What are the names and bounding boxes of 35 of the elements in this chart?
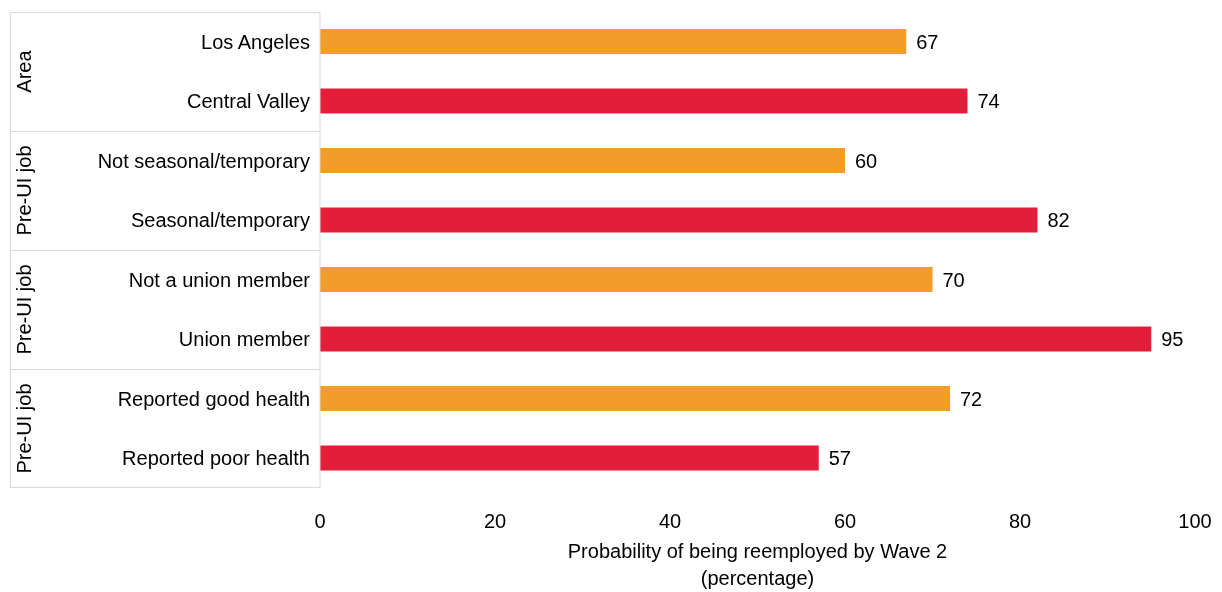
data-label: 70	[942, 268, 965, 291]
y-tick-label: Los Angeles	[201, 30, 310, 53]
bar	[320, 326, 1152, 352]
x-tick-label: 60	[833, 510, 857, 533]
data-label: 67	[916, 30, 939, 53]
bar	[320, 445, 819, 471]
data-label: 82	[1047, 209, 1070, 232]
x-tick-label: 0	[314, 510, 326, 533]
data-label: 60	[855, 149, 878, 172]
data-label: 95	[1161, 328, 1184, 351]
y-tick-label: Not seasonal/temporary	[97, 149, 310, 172]
bar	[320, 386, 950, 411]
text: Pre-UI job	[12, 383, 36, 474]
x-tick-label: 100	[1178, 510, 1212, 533]
bar	[320, 88, 968, 114]
data-label: 74	[977, 90, 1000, 113]
text: Area	[12, 50, 36, 93]
bar	[320, 267, 933, 292]
bar	[320, 29, 907, 54]
x-tick-label: 80	[1008, 510, 1032, 533]
x-tick-label: 40	[658, 510, 682, 533]
bar	[320, 207, 1038, 233]
y-tick-label: Not a union member	[128, 268, 311, 291]
data-label: 57	[828, 447, 851, 470]
y-tick-label: Union member	[178, 328, 311, 351]
y-tick-label: Central Valley	[186, 90, 310, 113]
x-axis-title: Probability of being reemployed by Wave 2 (percentage)	[566, 539, 949, 591]
x-tick-label: 20	[483, 510, 507, 533]
y-tick-label: Reported poor health	[122, 447, 310, 470]
data-label: 72	[960, 387, 983, 410]
bar	[320, 148, 845, 173]
y-tick-label: Seasonal/temporary	[131, 209, 310, 232]
text: Pre-UI job	[12, 264, 36, 355]
text: Pre-UI job	[12, 145, 36, 236]
y-tick-label: Reported good health	[117, 387, 310, 410]
